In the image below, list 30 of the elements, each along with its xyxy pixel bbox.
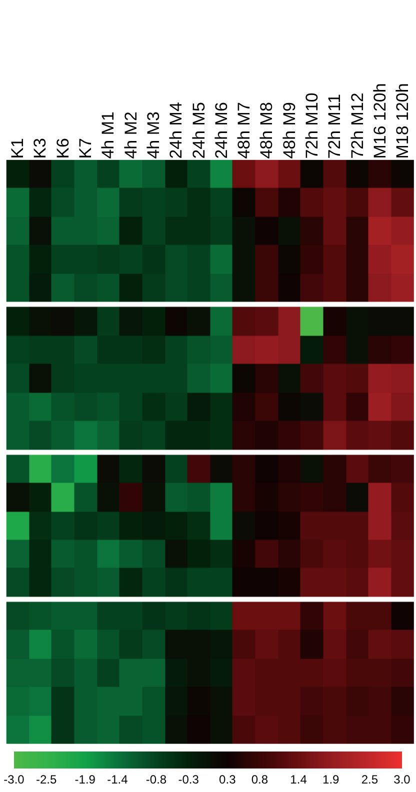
x-tick-label: 4h M1 [98,112,118,159]
color-bar-label: 1.9 [322,772,340,786]
color-bar-label: 0.3 [219,772,236,786]
color-bar-label: 3.0 [394,772,411,786]
color-bar-label: -1.9 [74,772,96,786]
color-bar-label: -1.4 [107,772,128,786]
x-tick-label: 24h M6 [212,102,231,159]
x-tick-label: K3 [30,138,50,159]
x-tick-label: 72h M10 [302,92,322,159]
x-tick-label: 72h M11 [325,94,344,159]
x-tick-label: 72h M12 [348,92,367,159]
color-bar-label: 2.5 [361,772,378,786]
x-tick-label: 4h M2 [121,112,140,159]
color-bar-label: -0.3 [178,772,200,786]
x-tick-label: K7 [76,138,96,159]
x-tick-label: 48h M7 [234,102,254,159]
x-tick-label: K6 [53,138,72,159]
x-tick-label: 4h M3 [144,112,163,159]
color-bar-label: 0.8 [251,772,268,786]
color-bar-label: -2.5 [36,772,57,786]
x-tick-label: 48h M9 [280,102,299,159]
color-bar-label: -3.0 [4,772,25,786]
color-bar-label: -0.8 [146,772,167,786]
x-tick-label: 24h M5 [189,102,208,159]
x-tick-label: M18 120h [393,83,412,159]
x-tick-label: M16 120h [370,83,390,159]
x-tick-label: 48h M8 [257,102,276,159]
color-bar-label: 1.4 [290,772,308,786]
x-tick-label: 24h M4 [166,102,186,159]
x-tick-label: K1 [8,138,28,159]
